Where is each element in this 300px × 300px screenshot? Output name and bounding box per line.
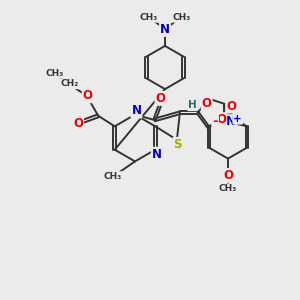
Text: S: S — [173, 138, 182, 151]
Text: N: N — [152, 148, 162, 161]
Text: O: O — [155, 92, 166, 105]
Text: N: N — [131, 104, 142, 118]
Text: O: O — [202, 98, 212, 110]
Text: CH₃: CH₃ — [219, 184, 237, 194]
Text: CH₃: CH₃ — [140, 13, 158, 22]
Text: -: - — [212, 115, 218, 128]
Text: CH₃: CH₃ — [45, 69, 64, 78]
Text: O: O — [226, 100, 236, 112]
Text: O: O — [73, 117, 83, 130]
Text: CH₂: CH₂ — [61, 80, 79, 88]
Text: CH₃: CH₃ — [172, 13, 190, 22]
Text: O: O — [83, 89, 93, 102]
Text: H: H — [188, 100, 197, 110]
Text: +: + — [233, 114, 242, 124]
Text: N: N — [226, 115, 236, 128]
Text: CH₃: CH₃ — [104, 172, 122, 181]
Text: N: N — [160, 23, 170, 36]
Text: O: O — [216, 113, 226, 126]
Text: O: O — [223, 169, 233, 182]
